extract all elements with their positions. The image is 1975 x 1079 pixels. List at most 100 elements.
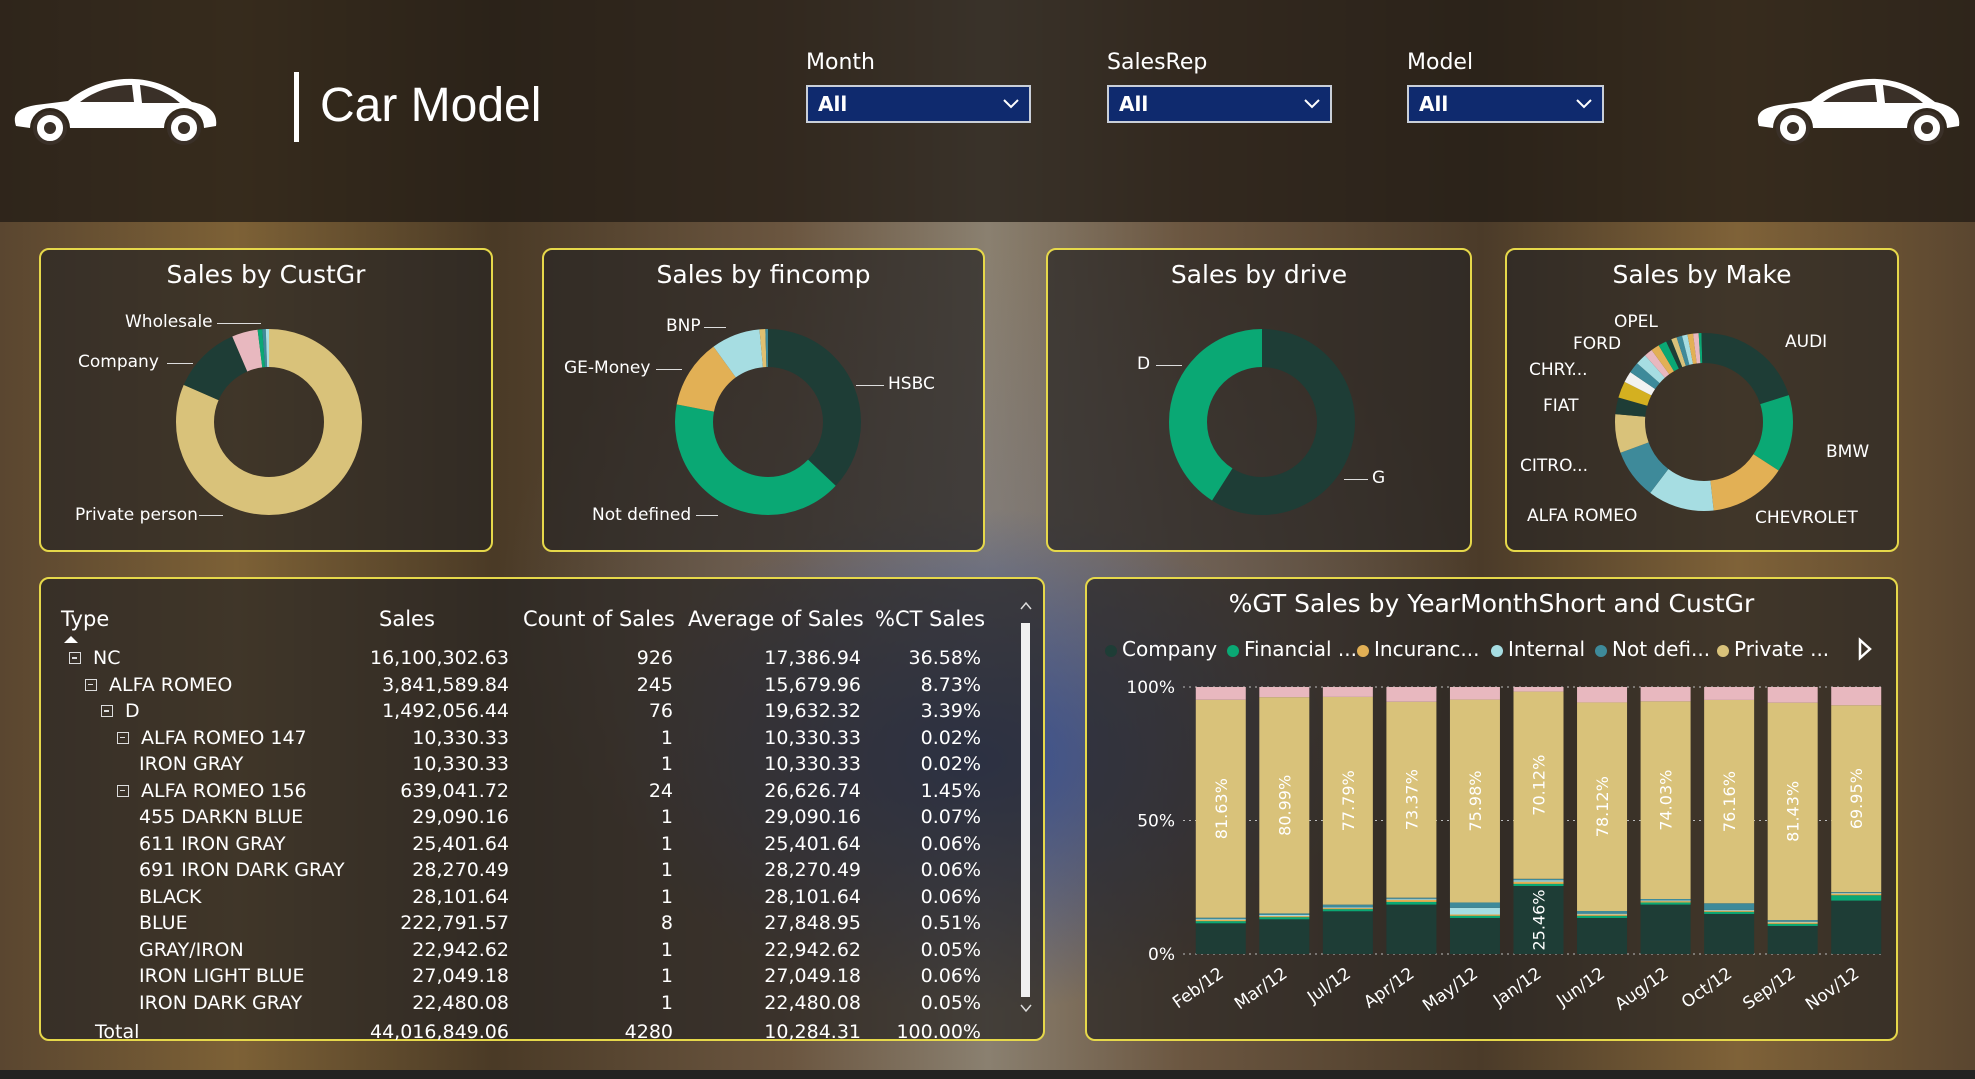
bar-segment[interactable] (1640, 902, 1691, 905)
donut-slice-fiat[interactable] (1615, 333, 1793, 511)
bar-segment[interactable] (1513, 881, 1564, 884)
bar-segment[interactable] (1259, 916, 1310, 918)
bar-segment[interactable] (1640, 904, 1691, 954)
scroll-down-icon[interactable] (1020, 1003, 1032, 1013)
bar-segment[interactable] (1577, 914, 1628, 916)
bar-segment[interactable] (1386, 701, 1437, 898)
bar-segment[interactable] (1386, 901, 1437, 905)
model-dropdown[interactable]: All (1407, 85, 1604, 123)
bar-segment[interactable] (1577, 915, 1628, 918)
bar-segment[interactable] (1640, 701, 1691, 899)
donut-slice-d[interactable] (1169, 329, 1355, 515)
table-row[interactable]: IRON LIGHT BLUE 27,049.18 1 27,049.18 0.06% (61, 965, 1021, 991)
table-row[interactable]: IRON DARK GRAY 22,480.08 1 22,480.08 0.05% (61, 992, 1021, 1018)
bar-segment[interactable] (1449, 914, 1500, 916)
stacked-bar-chart[interactable]: 0%50%100%Feb/12 Mar/12 Jul/12 Apr/12 May/12 J… (1087, 579, 1900, 1043)
bar-segment[interactable] (1831, 900, 1882, 954)
vertical-scrollbar[interactable] (1019, 591, 1033, 1021)
salesrep-dropdown[interactable]: All (1107, 85, 1332, 123)
bar-segment[interactable] (1259, 919, 1310, 954)
bar-segment[interactable] (1386, 897, 1437, 899)
donut-panel-make[interactable]: Sales by Make OPEL AUDI FORD CHRY... FIA… (1505, 248, 1899, 552)
bar-segment[interactable] (1831, 705, 1882, 893)
bar-segment[interactable] (1831, 892, 1882, 893)
bar-segment[interactable] (1640, 901, 1691, 903)
table-row[interactable]: ALFA ROMEO 3,841,589.84 245 15,679.96 8.73% (61, 674, 1021, 700)
bar-segment[interactable] (1195, 923, 1246, 954)
bar-segment[interactable] (1386, 687, 1437, 702)
bar-segment[interactable] (1449, 902, 1500, 908)
bar-segment[interactable] (1513, 878, 1564, 881)
bar-segment[interactable] (1513, 886, 1564, 954)
slicer-salesrep[interactable]: SalesRep All (1107, 50, 1332, 123)
bar-segment[interactable] (1386, 899, 1437, 902)
bar-segment[interactable] (1831, 893, 1882, 896)
bar-segment[interactable] (1767, 687, 1818, 703)
bar-segment[interactable] (1259, 915, 1310, 917)
scroll-thumb[interactable] (1021, 623, 1030, 997)
scroll-up-icon[interactable] (1020, 601, 1032, 611)
bar-segment[interactable] (1449, 907, 1500, 915)
legend-item[interactable]: Not defi... (1595, 637, 1710, 661)
column-header-count[interactable]: Count of Sales (523, 607, 675, 631)
bar-segment[interactable] (1704, 699, 1755, 904)
donut-slice-5[interactable] (675, 329, 861, 515)
legend-item[interactable]: Incuranc... (1357, 637, 1479, 661)
column-header-sales[interactable]: Sales (379, 607, 435, 631)
donut-slice-bmw[interactable] (1615, 333, 1793, 511)
bar-segment[interactable] (1831, 895, 1882, 901)
bar-segment[interactable] (1577, 911, 1628, 914)
table-row[interactable]: D 1,492,056.44 76 19,632.32 3.39% (61, 700, 1021, 726)
bar-segment[interactable] (1259, 697, 1310, 914)
bar-segment[interactable] (1322, 904, 1373, 908)
bar-segment[interactable] (1704, 687, 1755, 700)
bar-segment[interactable] (1767, 921, 1818, 923)
legend-next-icon[interactable] (1857, 637, 1873, 661)
table-row[interactable]: ALFA ROMEO 156 639,041.72 24 26,626.74 1.45% (61, 780, 1021, 806)
bar-segment[interactable] (1640, 900, 1691, 902)
bar-segment[interactable] (1767, 920, 1818, 922)
bar-segment[interactable] (1195, 921, 1246, 924)
table-row[interactable]: NC 16,100,302.63 926 17,386.94 36.58% (61, 647, 1021, 673)
slicer-model[interactable]: Model All (1407, 50, 1604, 123)
legend-item[interactable]: Company (1105, 637, 1217, 661)
table-row[interactable]: BLUE 222,791.57 8 27,848.95 0.51% (61, 912, 1021, 938)
bar-segment[interactable] (1831, 892, 1882, 894)
bar-segment[interactable] (1386, 898, 1437, 900)
bar-segment[interactable] (1195, 919, 1246, 920)
expand-collapse-icon[interactable] (101, 705, 113, 717)
bar-segment[interactable] (1322, 908, 1373, 910)
bar-segment[interactable] (1449, 687, 1500, 700)
bar-segment[interactable] (1195, 699, 1246, 918)
table-row[interactable]: BLACK 28,101.64 1 28,101.64 0.06% (61, 886, 1021, 912)
table-row[interactable]: 691 IRON DARK GRAY 28,270.49 1 28,270.49 0.0… (61, 859, 1021, 885)
column-header-type[interactable]: Type (61, 607, 110, 631)
bar-segment[interactable] (1513, 880, 1564, 882)
bar-segment[interactable] (1259, 687, 1310, 698)
donut-panel-custgr[interactable]: Sales by CustGr Wholesale Company Privat… (39, 248, 493, 552)
donut-panel-drive[interactable]: Sales by drive D G (1046, 248, 1472, 552)
legend-item[interactable]: Private ... (1717, 637, 1829, 661)
legend-item[interactable]: Financial ... (1227, 637, 1357, 661)
stacked-bar-panel[interactable]: %GT Sales by YearMonthShort and CustGr C… (1085, 577, 1898, 1041)
bar-segment[interactable] (1449, 917, 1500, 954)
bar-segment[interactable] (1767, 925, 1818, 954)
month-dropdown[interactable]: All (806, 85, 1031, 123)
donut-chart[interactable] (1507, 250, 1901, 554)
bar-segment[interactable] (1322, 911, 1373, 954)
bar-segment[interactable] (1704, 911, 1755, 914)
bar-segment[interactable] (1322, 687, 1373, 697)
expand-collapse-icon[interactable] (85, 678, 97, 691)
bar-segment[interactable] (1577, 913, 1628, 915)
bar-segment[interactable] (1640, 898, 1691, 901)
expand-collapse-icon[interactable] (69, 652, 81, 664)
matrix-panel[interactable]: Type Sales Count of Sales Average of Sal… (39, 577, 1045, 1043)
bar-segment[interactable] (1704, 909, 1755, 911)
bar-segment[interactable] (1704, 910, 1755, 912)
legend-item[interactable]: Internal (1491, 637, 1585, 661)
table-row[interactable]: 455 DARKN BLUE 29,090.16 1 29,090.16 0.07% (61, 806, 1021, 832)
donut-slice-alfa-romeo[interactable] (1615, 333, 1793, 511)
donut-slice-not-defined[interactable] (675, 329, 861, 515)
table-row[interactable]: ALFA ROMEO 147 10,330.33 1 10,330.33 0.02% (61, 727, 1021, 753)
table-row[interactable]: IRON GRAY 10,330.33 1 10,330.33 0.02% (61, 753, 1021, 779)
